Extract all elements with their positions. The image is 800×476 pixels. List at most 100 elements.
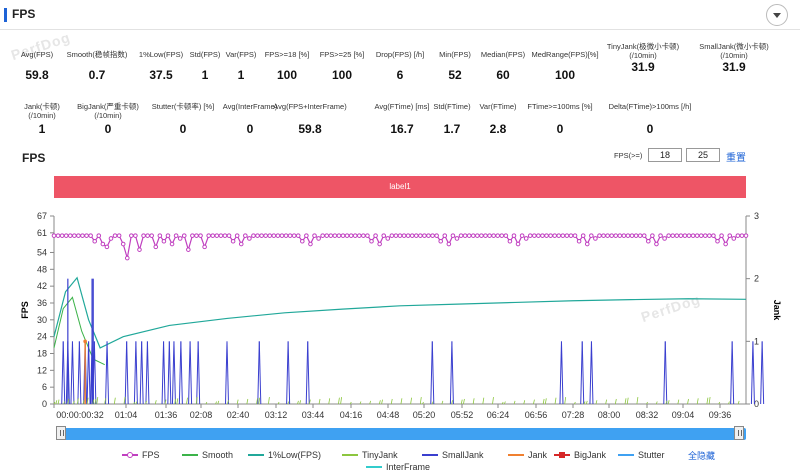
fps-point xyxy=(88,233,93,238)
x-tick-label: 03:44 xyxy=(302,410,325,420)
chart-title: FPS xyxy=(22,151,46,165)
stat-row2-5: Avg(FTime) [ms] 16.7 xyxy=(357,102,447,136)
legend-item-stutter[interactable]: Stutter xyxy=(618,449,665,461)
stat-row1-6: FPS>=25 [%] 100 xyxy=(297,50,387,82)
tinyjank-bump xyxy=(636,397,639,405)
smalljank-spike xyxy=(307,341,310,405)
tinyjank-bump xyxy=(246,398,249,405)
legend-label: InterFrame xyxy=(386,462,431,472)
stat-label: Var(FPS) xyxy=(225,50,257,59)
fps-point xyxy=(129,233,134,238)
time-range-slider[interactable] xyxy=(56,428,746,440)
fps-point xyxy=(92,238,98,244)
tinyjank-bump xyxy=(318,398,321,405)
fps-point xyxy=(409,233,415,238)
legend-item-jank[interactable]: Jank xyxy=(508,449,547,461)
collapse-button[interactable] xyxy=(766,4,788,26)
tinyjank-bump xyxy=(655,401,658,405)
fps-point xyxy=(662,236,667,241)
stat-row1-8: Min(FPS) 52 xyxy=(410,50,500,82)
fps-point xyxy=(434,233,439,238)
fps-threshold-input-2[interactable]: 25 xyxy=(686,148,720,162)
legend-item-1-low-fps-[interactable]: 1%Low(FPS) xyxy=(248,449,321,461)
fps-point xyxy=(173,233,179,238)
tinyjank-bump xyxy=(451,400,453,405)
fps-point xyxy=(568,233,574,238)
y-tick-label: 36 xyxy=(37,298,47,308)
tinyjank-bump xyxy=(82,400,85,405)
stat-value: 37.5 xyxy=(149,68,173,82)
fps-point xyxy=(552,233,557,238)
tinyjank-bump xyxy=(696,398,699,405)
stat-row1-2: 1%Low(FPS) 37.5 xyxy=(116,50,206,82)
y-tick-label: 42 xyxy=(37,281,47,291)
fps-point xyxy=(161,238,167,244)
fps-threshold-input-1[interactable]: 18 xyxy=(648,148,682,162)
tinyjank-bump xyxy=(154,400,157,405)
stat-label: Std(FTime) xyxy=(433,102,471,111)
fps-point xyxy=(308,241,313,247)
fps-point xyxy=(426,233,431,238)
tinyjank-bump xyxy=(67,398,70,405)
fps-point xyxy=(589,233,594,238)
fps-point xyxy=(487,233,492,238)
series-line-1percent-low xyxy=(53,276,747,349)
fps-point xyxy=(646,238,651,244)
legend-marker-icon xyxy=(182,451,198,459)
smalljank-spike xyxy=(168,341,172,405)
tinyjank-bump xyxy=(92,399,95,405)
hide-all-button[interactable]: 全隐藏 xyxy=(688,451,716,461)
legend-line xyxy=(618,454,634,456)
slider-right-handle[interactable] xyxy=(734,426,744,440)
smalljank-spike xyxy=(581,341,585,405)
reset-button[interactable]: 重置 xyxy=(726,153,746,164)
legend-line xyxy=(182,454,198,456)
fps-point xyxy=(116,233,122,238)
label-bar-text: label1 xyxy=(389,182,411,191)
x-tick-label: 04:16 xyxy=(340,410,363,420)
stat-value: 52 xyxy=(448,68,462,82)
y-tick-label: 6 xyxy=(42,382,47,392)
tinyjank-bump xyxy=(369,400,372,405)
header-divider xyxy=(0,29,800,30)
tinyjank-bump xyxy=(737,400,740,405)
stat-label: 1%Low(FPS) xyxy=(138,50,184,59)
x-tick-label: 06:56 xyxy=(525,410,548,420)
fps-point xyxy=(124,255,130,261)
tinyjank-bump xyxy=(687,398,689,405)
fps-point xyxy=(80,233,85,238)
tinyjank-bump xyxy=(554,397,557,405)
fps-point xyxy=(304,233,309,238)
fps-point xyxy=(731,236,737,241)
fps-point xyxy=(320,233,325,238)
smalljank-spike xyxy=(226,341,229,405)
label-bar[interactable]: label1 xyxy=(54,176,746,198)
fps-point xyxy=(230,238,236,244)
slider-left-handle[interactable] xyxy=(56,426,66,440)
legend-item-smooth[interactable]: Smooth xyxy=(182,449,233,461)
stat-value: 59.8 xyxy=(25,68,49,82)
legend-marker-icon xyxy=(122,451,138,459)
stat-label: Smooth(稳帧指数) xyxy=(66,50,128,59)
fps-point xyxy=(418,233,423,238)
fps-point xyxy=(210,233,216,238)
stat-label: FTime>=100ms [%] xyxy=(527,102,593,111)
legend-item-interframe[interactable]: InterFrame xyxy=(366,461,430,473)
tinyjank-bump xyxy=(422,401,424,405)
y2-tick-label: 0 xyxy=(754,399,759,409)
fps-point xyxy=(495,233,500,238)
x-tick-label: 08:00 xyxy=(598,410,621,420)
fps-point xyxy=(650,233,655,238)
tinyjank-bump xyxy=(504,401,506,405)
y-axis-label: FPS xyxy=(20,301,30,319)
legend-item-fps[interactable]: FPS xyxy=(122,449,160,461)
tinyjank-bump xyxy=(86,397,89,405)
legend-item-bigjank[interactable]: BigJank xyxy=(554,449,606,461)
legend-item-smalljank[interactable]: SmallJank xyxy=(422,449,484,461)
stat-value: 6 xyxy=(396,68,404,82)
stat-row2-1: BigJank(严重卡顿) (/10min) 0 xyxy=(63,102,153,136)
fps-point xyxy=(389,233,395,238)
tinyjank-bump xyxy=(626,397,629,405)
legend-item-tinyjank[interactable]: TinyJank xyxy=(342,449,398,461)
